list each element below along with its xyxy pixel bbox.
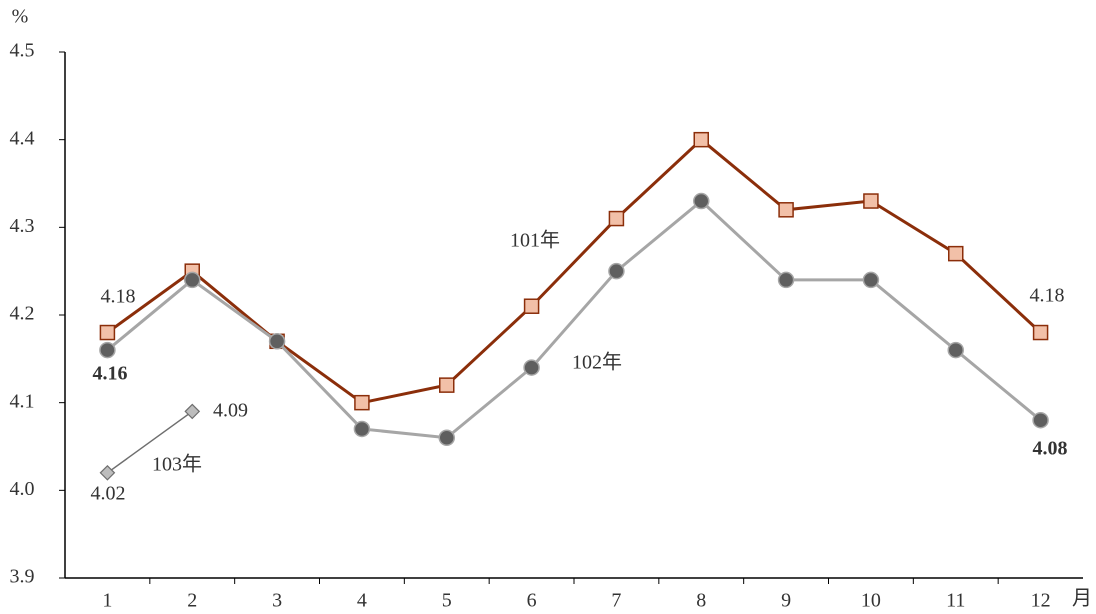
data-label: 4.02 [91, 483, 126, 505]
marker [608, 210, 625, 227]
x-tick-label: 7 [611, 590, 621, 612]
y-tick-label: 4.1 [10, 390, 35, 412]
y-tick-label: 4.4 [10, 127, 35, 149]
x-tick-label: 2 [187, 590, 197, 612]
marker [439, 377, 455, 393]
marker [1032, 324, 1049, 341]
marker [863, 193, 879, 209]
data-label: 4.18 [101, 286, 136, 308]
marker [523, 298, 540, 314]
series-label: 102年 [572, 351, 622, 374]
data-label: 4.09 [213, 400, 248, 422]
marker [693, 131, 709, 148]
y-tick-label: 4.0 [10, 478, 35, 500]
x-tick-label: 5 [442, 590, 452, 612]
x-axis-unit: 月 [1072, 588, 1092, 610]
series-label: 103年 [152, 453, 202, 476]
marker [693, 192, 710, 210]
marker [268, 333, 286, 350]
marker [99, 464, 116, 481]
marker [778, 202, 794, 218]
x-tick-label: 12 [1031, 590, 1051, 612]
marker [862, 271, 880, 289]
x-tick-label: 6 [527, 590, 537, 612]
marker [777, 271, 795, 289]
marker [948, 245, 964, 262]
marker [99, 341, 116, 359]
marker [354, 394, 370, 411]
data-label: 4.08 [1033, 438, 1068, 460]
y-tick-label: 4.2 [10, 303, 35, 325]
marker [353, 420, 371, 438]
marker [608, 262, 625, 280]
data-label: 4.16 [93, 363, 128, 385]
marker [1032, 411, 1049, 429]
x-tick-label: 11 [946, 590, 965, 612]
x-tick-label: 4 [357, 590, 367, 612]
marker [184, 403, 201, 420]
data-label: 4.18 [1030, 285, 1065, 307]
x-tick-label: 9 [781, 590, 791, 612]
x-tick-label: 1 [102, 590, 112, 612]
marker [184, 271, 201, 289]
y-tick-label: 4.5 [10, 40, 35, 62]
series-line [106, 199, 1042, 440]
y-tick-label: 3.9 [10, 566, 35, 588]
y-axis-unit: % [12, 6, 29, 28]
marker [947, 341, 964, 359]
marker [523, 359, 540, 376]
x-tick-label: 10 [861, 590, 881, 612]
x-tick-label: 8 [696, 590, 706, 612]
series-label: 101年 [510, 229, 560, 252]
marker [99, 324, 116, 341]
x-tick-label: 3 [272, 590, 282, 612]
series-line [106, 410, 193, 474]
marker [438, 429, 455, 446]
y-tick-label: 4.3 [10, 215, 35, 237]
